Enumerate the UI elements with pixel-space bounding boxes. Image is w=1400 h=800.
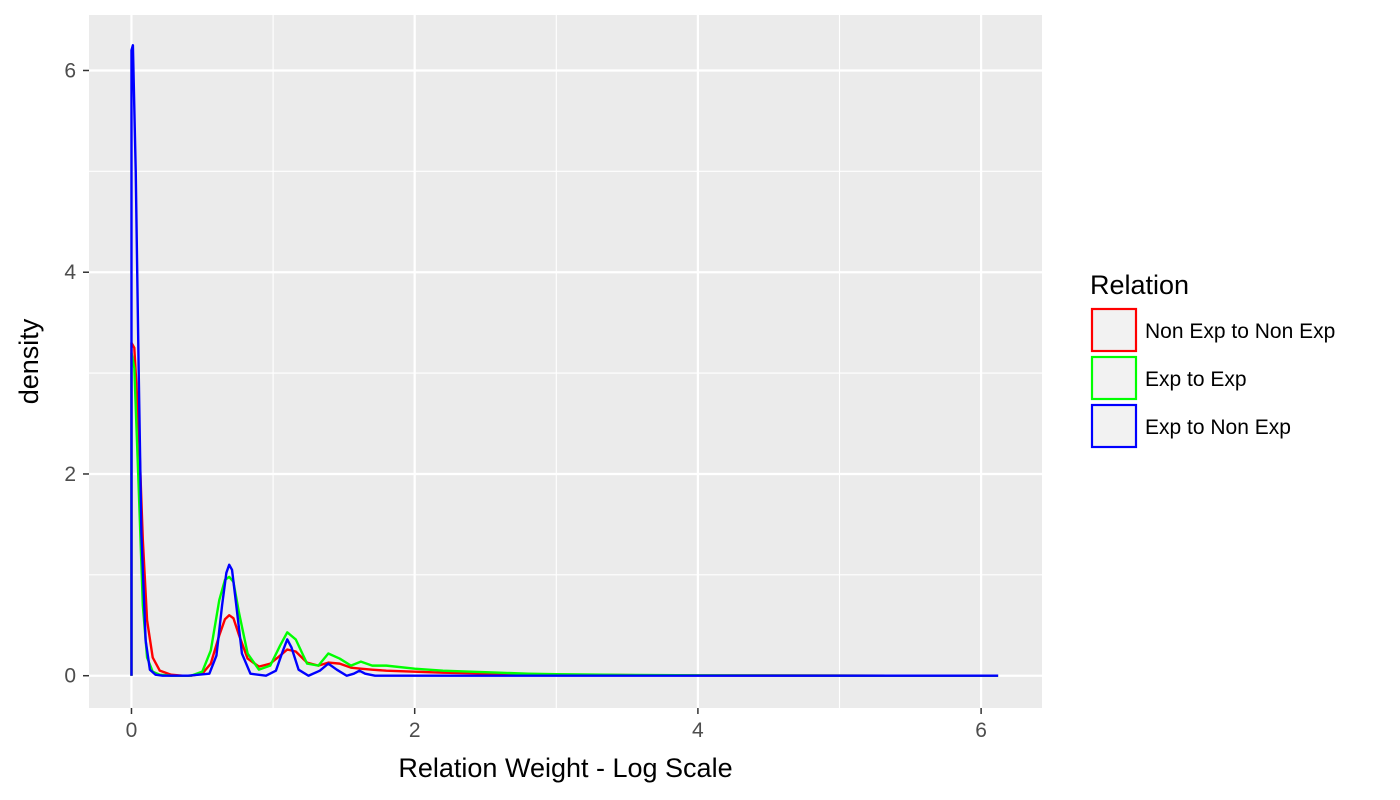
x-tick-label: 2: [409, 719, 421, 742]
series-line-3: [130, 44, 999, 677]
grid-lines: [89, 15, 1042, 708]
legend-label-2: Exp to Exp: [1145, 368, 1247, 391]
x-tick-label: 6: [975, 719, 987, 742]
y-tick-label: 2: [64, 463, 76, 486]
legend-key-3: [1090, 403, 1138, 449]
legend-key-1: [1090, 307, 1138, 353]
legend: Relation Non Exp to Non Exp Exp to Exp Exp …: [1090, 270, 1335, 449]
axes: 0 2 4 6 0 2 4 6 Relation Weight - Log Scale densi…: [14, 59, 987, 783]
x-tick-label: 0: [126, 719, 138, 742]
panel-background: [89, 15, 1042, 708]
x-axis-title: Relation Weight - Log Scale: [398, 753, 732, 783]
legend-key-2: [1090, 355, 1138, 401]
x-tick-label: 4: [692, 719, 704, 742]
legend-label-3: Exp to Non Exp: [1145, 416, 1291, 439]
y-tick-label: 6: [64, 59, 76, 82]
legend-label-1: Non Exp to Non Exp: [1145, 320, 1335, 343]
y-axis-title: density: [14, 318, 44, 404]
series-lines: [130, 44, 999, 677]
legend-title: Relation: [1090, 270, 1189, 300]
y-tick-label: 0: [64, 665, 76, 688]
plot-panel: [89, 15, 1042, 708]
y-tick-label: 4: [64, 261, 76, 284]
